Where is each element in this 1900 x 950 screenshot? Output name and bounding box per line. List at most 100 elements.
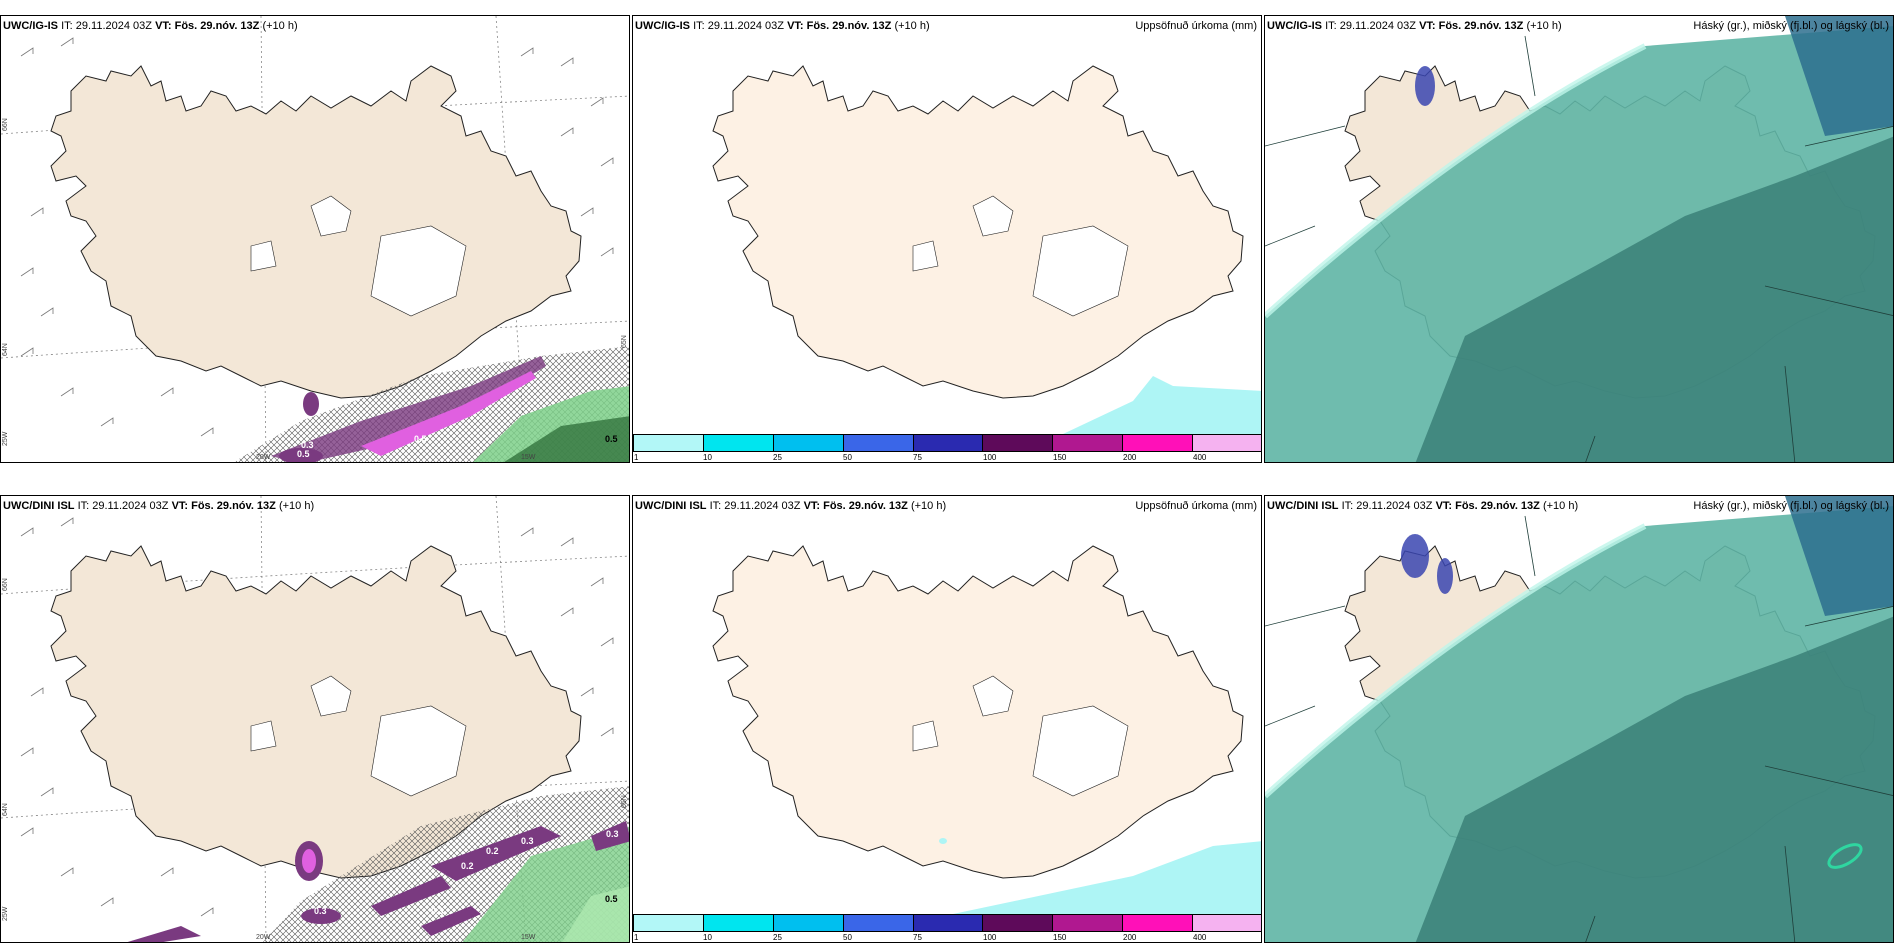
- contour-label: 0.2: [486, 846, 499, 856]
- colorbar-swatch: [1193, 914, 1261, 932]
- cloud-map-top: [1265, 16, 1893, 462]
- model-name: UWC/IG-IS: [3, 20, 58, 32]
- colorbar-swatch: [1123, 434, 1194, 452]
- lat-label-64: 64N: [2, 803, 9, 816]
- contour-label: 0.3: [431, 906, 444, 916]
- cloud-title: Háský (gr.), miðský (fj.bl.) og lágský (…: [1693, 500, 1889, 512]
- colorbar-tick: 25: [773, 453, 782, 462]
- contour-label: 0.3: [314, 906, 327, 916]
- lat-label-65-right: 65N: [621, 795, 628, 808]
- precip-type-areas: [127, 786, 629, 942]
- it-value: 29.11.2024 03Z: [92, 500, 169, 512]
- colorbar-tick: 200: [1123, 933, 1137, 942]
- it-value: 29.11.2024 03Z: [724, 500, 801, 512]
- colorbar-tick: 150: [1053, 453, 1067, 462]
- colorbar-tick: 400: [1193, 933, 1207, 942]
- colorbar-tick: 1: [634, 933, 639, 942]
- lon-label-20: 20W: [256, 934, 271, 941]
- lead-time: (+10 h): [278, 500, 315, 512]
- precip-title: Uppsöfnuð úrkoma (mm): [1135, 500, 1257, 512]
- contour-label: 0.5: [414, 434, 427, 444]
- model-name: UWC/IG-IS: [1267, 20, 1322, 32]
- vt-label: VT: Fös. 29.nóv. 13Z: [1419, 20, 1524, 32]
- colorbar-swatch: [703, 914, 774, 932]
- colorbar-tick: 400: [1193, 453, 1207, 462]
- model-name: UWC/DINI ISL: [1267, 500, 1339, 512]
- colorbar-swatch: [983, 434, 1054, 452]
- panel-header: UWC/IG-IS IT: 29.11.2024 03Z VT: Fös. 29…: [635, 20, 930, 32]
- contour-label: 0.5: [605, 434, 618, 444]
- colorbar-swatch: [703, 434, 774, 452]
- lat-label-65-right: 65N: [621, 335, 628, 348]
- contour-label: 0.3: [301, 440, 314, 450]
- panel-wind-bottom: UWC/DINI ISL IT: 29.11.2024 03Z VT: Fös.…: [0, 495, 630, 943]
- panel-header: UWC/DINI ISL IT: 29.11.2024 03Z VT: Fös.…: [635, 500, 946, 512]
- panel-header: UWC/DINI ISL IT: 29.11.2024 03Z VT: Fös.…: [1267, 500, 1578, 512]
- model-name: UWC/DINI ISL: [3, 500, 75, 512]
- panel-header: UWC/DINI ISL IT: 29.11.2024 03Z VT: Fös.…: [3, 500, 314, 512]
- precip-area: [953, 841, 1261, 914]
- it-label: IT:: [1341, 500, 1354, 512]
- contour-label: 0.5: [297, 449, 310, 459]
- colorbar-tick: 150: [1053, 933, 1067, 942]
- cloud-title: Háský (gr.), miðský (fj.bl.) og lágský (…: [1693, 20, 1889, 32]
- contour-label: 0.3: [521, 836, 534, 846]
- colorbar-tick: 100: [983, 933, 997, 942]
- colorbar: [633, 434, 1261, 454]
- cloud-map-bottom: [1265, 496, 1893, 942]
- colorbar-tick: 75: [913, 933, 922, 942]
- colorbar-tick: 200: [1123, 453, 1137, 462]
- panel-cloud-bottom: UWC/DINI ISL IT: 29.11.2024 03Z VT: Fös.…: [1264, 495, 1894, 943]
- lead-time: (+10 h): [910, 500, 947, 512]
- wind-barbs: [20, 517, 614, 917]
- panel-cloud-top: UWC/IG-IS IT: 29.11.2024 03Z VT: Fös. 29…: [1264, 15, 1894, 463]
- lead-time: (+10 h): [262, 20, 298, 32]
- colorbar-tick: 1: [634, 453, 639, 462]
- panel-header: UWC/IG-IS IT: 29.11.2024 03Z VT: Fös. 29…: [1267, 20, 1562, 32]
- colorbar-swatch: [773, 434, 844, 452]
- colorbar-tick: 10: [703, 453, 712, 462]
- colorbar: [633, 914, 1261, 934]
- colorbar-swatch: [983, 914, 1054, 932]
- precip-map-top: [712, 65, 1261, 434]
- colorbar-swatch: [1053, 914, 1124, 932]
- vt-label: VT: Fös. 29.nóv. 13Z: [155, 20, 260, 32]
- panel-precip-top: UWC/IG-IS IT: 29.11.2024 03Z VT: Fös. 29…: [632, 15, 1262, 463]
- it-label: IT:: [77, 500, 90, 512]
- panel-precip-bottom: UWC/DINI ISL IT: 29.11.2024 03Z VT: Fös.…: [632, 495, 1262, 943]
- wind-map-bottom: [1, 496, 629, 942]
- precip-map-bottom: [712, 545, 1261, 914]
- colorbar-swatch: [913, 914, 984, 932]
- lon-label-15: 15W: [521, 454, 536, 461]
- precip-area: [1063, 376, 1261, 434]
- contour-label: 0.2: [461, 861, 474, 871]
- colorbar-swatch: [1053, 434, 1124, 452]
- colorbar-swatch: [1193, 434, 1261, 452]
- model-name: UWC/IG-IS: [635, 20, 690, 32]
- lead-time: (+10 h): [1542, 500, 1579, 512]
- lead-time: (+10 h): [1526, 20, 1562, 32]
- lat-label-64: 64N: [2, 343, 9, 356]
- contour-label: 0.5: [605, 894, 618, 904]
- it-value: 29.11.2024 03Z: [1339, 20, 1416, 32]
- it-label: IT:: [61, 20, 73, 32]
- panel-wind-top: UWC/IG-IS IT: 29.11.2024 03Z VT: Fös. 29…: [0, 15, 630, 463]
- vt-label: VT: Fös. 29.nóv. 13Z: [803, 500, 908, 512]
- it-value: 29.11.2024 03Z: [1356, 500, 1433, 512]
- colorbar-tick: 75: [913, 453, 922, 462]
- colorbar-tick: 25: [773, 933, 782, 942]
- lon-label-25: 25W: [2, 431, 9, 446]
- vt-label: VT: Fös. 29.nóv. 13Z: [1435, 500, 1540, 512]
- colorbar-ticks: 1 10 25 50 75 100 150 200 400: [633, 933, 1261, 942]
- it-value: 29.11.2024 03Z: [75, 20, 152, 32]
- it-value: 29.11.2024 03Z: [707, 20, 784, 32]
- precip-title: Uppsöfnuð úrkoma (mm): [1135, 20, 1257, 32]
- lon-label-20: 20W: [256, 454, 271, 461]
- lat-label-66: 66N: [2, 578, 9, 591]
- it-label: IT:: [1325, 20, 1337, 32]
- model-name: UWC/DINI ISL: [635, 500, 707, 512]
- lat-label-66: 66N: [2, 118, 9, 131]
- colorbar-swatch: [843, 434, 914, 452]
- it-label: IT:: [709, 500, 722, 512]
- colorbar-swatch: [1123, 914, 1194, 932]
